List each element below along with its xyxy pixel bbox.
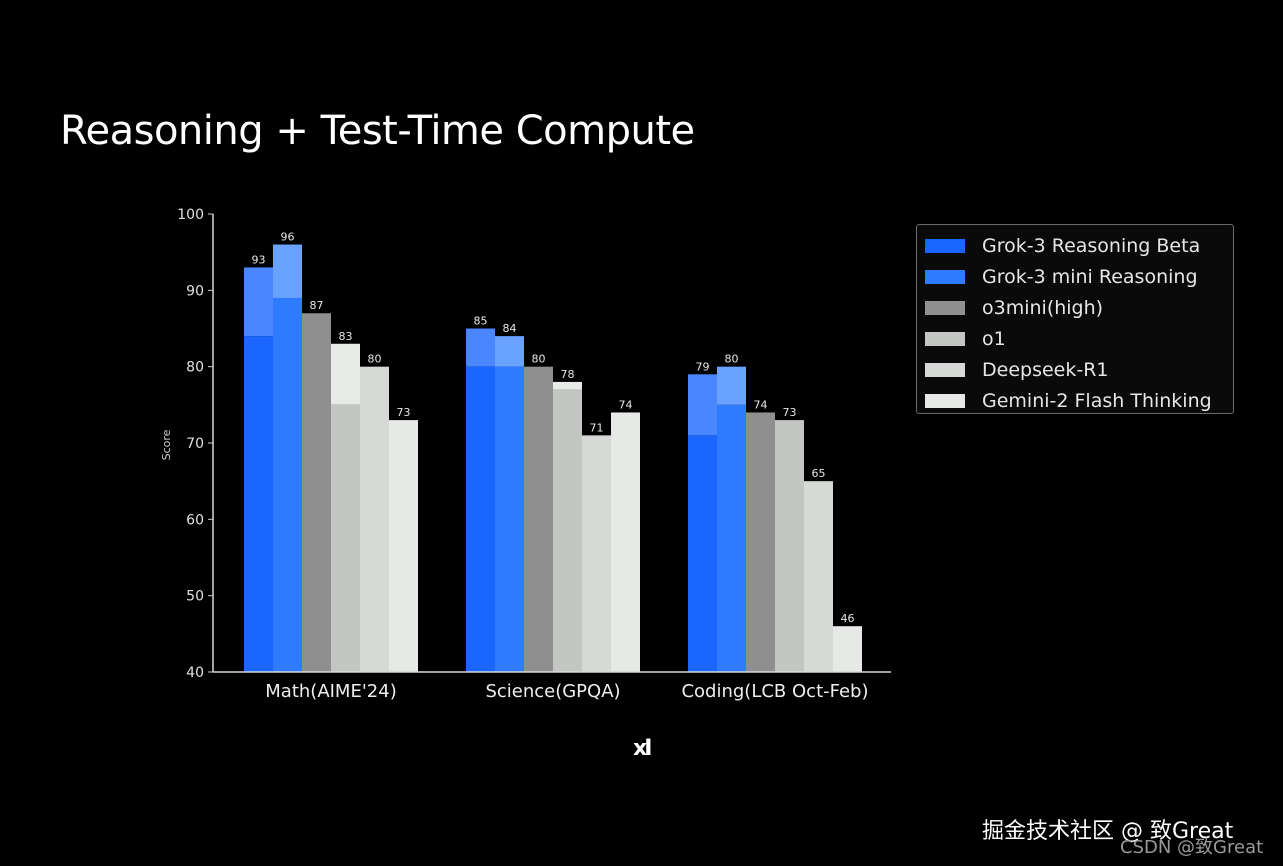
bar (833, 626, 862, 672)
legend-item: Deepseek-R1 (925, 354, 1233, 385)
bar (389, 420, 418, 672)
bar (804, 481, 833, 672)
data-label: 84 (503, 322, 517, 335)
bar (495, 366, 524, 672)
bar-upper-segment (688, 374, 717, 436)
legend-item: Grok-3 Reasoning Beta (925, 230, 1233, 261)
data-label: 96 (281, 231, 295, 244)
data-label: 71 (590, 421, 604, 434)
y-tick-label: 100 (177, 207, 204, 223)
data-label: 74 (619, 398, 633, 411)
bar (611, 412, 640, 672)
legend-label: Deepseek-R1 (982, 358, 1109, 381)
bar (302, 313, 331, 672)
legend-swatch (925, 393, 965, 408)
bar (688, 435, 717, 672)
bar (746, 412, 775, 672)
legend-item: Grok-3 mini Reasoning (925, 261, 1233, 292)
data-label: 73 (397, 406, 411, 419)
legend-swatch (925, 269, 965, 284)
legend-swatch (925, 331, 965, 346)
data-label: 87 (310, 299, 324, 312)
bar-upper-segment (273, 244, 302, 298)
bar (273, 297, 302, 672)
data-label: 80 (368, 353, 382, 366)
y-tick-label: 90 (186, 283, 204, 299)
y-tick-label: 40 (186, 665, 204, 681)
data-label: 78 (561, 368, 575, 381)
legend-label: Gemini-2 Flash Thinking (982, 389, 1212, 412)
y-tick-label: 80 (186, 360, 204, 376)
x-category-label: Science(GPQA) (485, 681, 620, 702)
bar (582, 435, 611, 672)
legend-label: o3mini(high) (982, 296, 1104, 319)
bar-upper-segment (717, 366, 746, 405)
data-label: 80 (532, 353, 546, 366)
y-axis-label: Score (160, 429, 173, 460)
data-label: 79 (696, 360, 710, 373)
bar (553, 389, 582, 672)
bar-upper-segment (553, 381, 582, 390)
legend-item: Gemini-2 Flash Thinking (925, 385, 1233, 416)
y-tick-label: 60 (186, 512, 204, 528)
watermark-csdn: CSDN @致Great (1120, 837, 1264, 858)
legend-label: Grok-3 Reasoning Beta (982, 234, 1201, 257)
legend-swatch (925, 300, 965, 315)
xai-logo: xI (633, 736, 652, 761)
chart-title: Reasoning + Test-Time Compute (60, 108, 695, 154)
data-label: 93 (252, 253, 266, 266)
bar-upper-segment (331, 343, 360, 405)
bar-upper-segment (244, 267, 273, 337)
legend-swatch (925, 238, 965, 253)
legend: Grok-3 Reasoning Beta Grok-3 mini Reasoni… (916, 224, 1234, 414)
data-label: 85 (474, 315, 488, 328)
bar-upper-segment (495, 336, 524, 367)
bar (360, 366, 389, 672)
bar (244, 336, 273, 672)
data-label: 83 (339, 330, 353, 343)
legend-swatch (925, 362, 965, 377)
bar-upper-segment (466, 328, 495, 367)
legend-item: o3mini(high) (925, 292, 1233, 323)
data-label: 80 (725, 353, 739, 366)
data-label: 74 (754, 398, 768, 411)
legend-item: o1 (925, 323, 1233, 354)
legend-label: Grok-3 mini Reasoning (982, 265, 1198, 288)
bar (717, 404, 746, 672)
data-label: 73 (783, 406, 797, 419)
y-tick-label: 70 (186, 436, 204, 452)
data-label: 46 (841, 612, 855, 625)
bar (524, 366, 553, 672)
x-category-label: Math(AIME'24) (265, 681, 396, 702)
y-tick-label: 50 (186, 589, 204, 605)
bar (331, 404, 360, 672)
bar (775, 420, 804, 672)
x-category-label: Coding(LCB Oct-Feb) (681, 681, 868, 702)
watermark-juejin: 掘金技术社区 @ 致Great (982, 819, 1234, 844)
legend-label: o1 (982, 327, 1006, 350)
data-label: 65 (812, 467, 826, 480)
bar (466, 366, 495, 672)
